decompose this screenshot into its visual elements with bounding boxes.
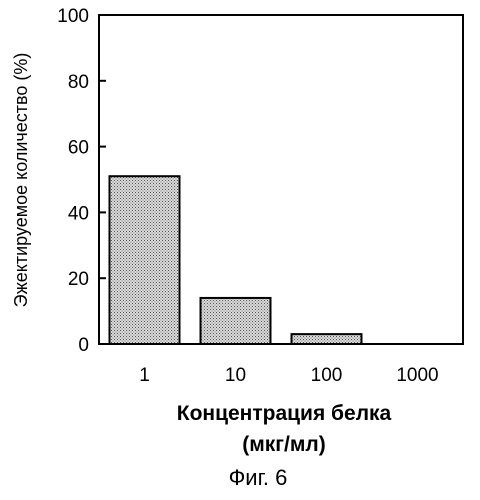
x-tick-label: 10 [225, 365, 246, 386]
bar-100 [292, 334, 362, 344]
y-tick-label: 100 [57, 6, 89, 27]
x-axis-title-line-2: (мкг/мл) [242, 433, 326, 456]
x-tick-label: 1 [139, 365, 150, 386]
x-axis-ticks: 1 10 100 1000 [139, 365, 438, 386]
x-axis-title-line-1: Концентрация белка [177, 402, 392, 425]
x-tick-label: 100 [311, 365, 343, 386]
y-tick-label: 20 [68, 269, 89, 290]
y-tick-label: 0 [78, 335, 89, 356]
bars [110, 176, 362, 344]
y-tick-label: 60 [68, 138, 89, 159]
y-tick-label: 80 [68, 72, 89, 93]
y-axis-title: Эжектируемое количество (%) [11, 53, 31, 308]
figure-caption: Фиг. 6 [229, 465, 288, 490]
bar-10 [201, 298, 271, 344]
bar-1 [110, 176, 180, 344]
x-tick-label: 1000 [396, 365, 438, 386]
y-tick-label: 40 [68, 203, 89, 224]
